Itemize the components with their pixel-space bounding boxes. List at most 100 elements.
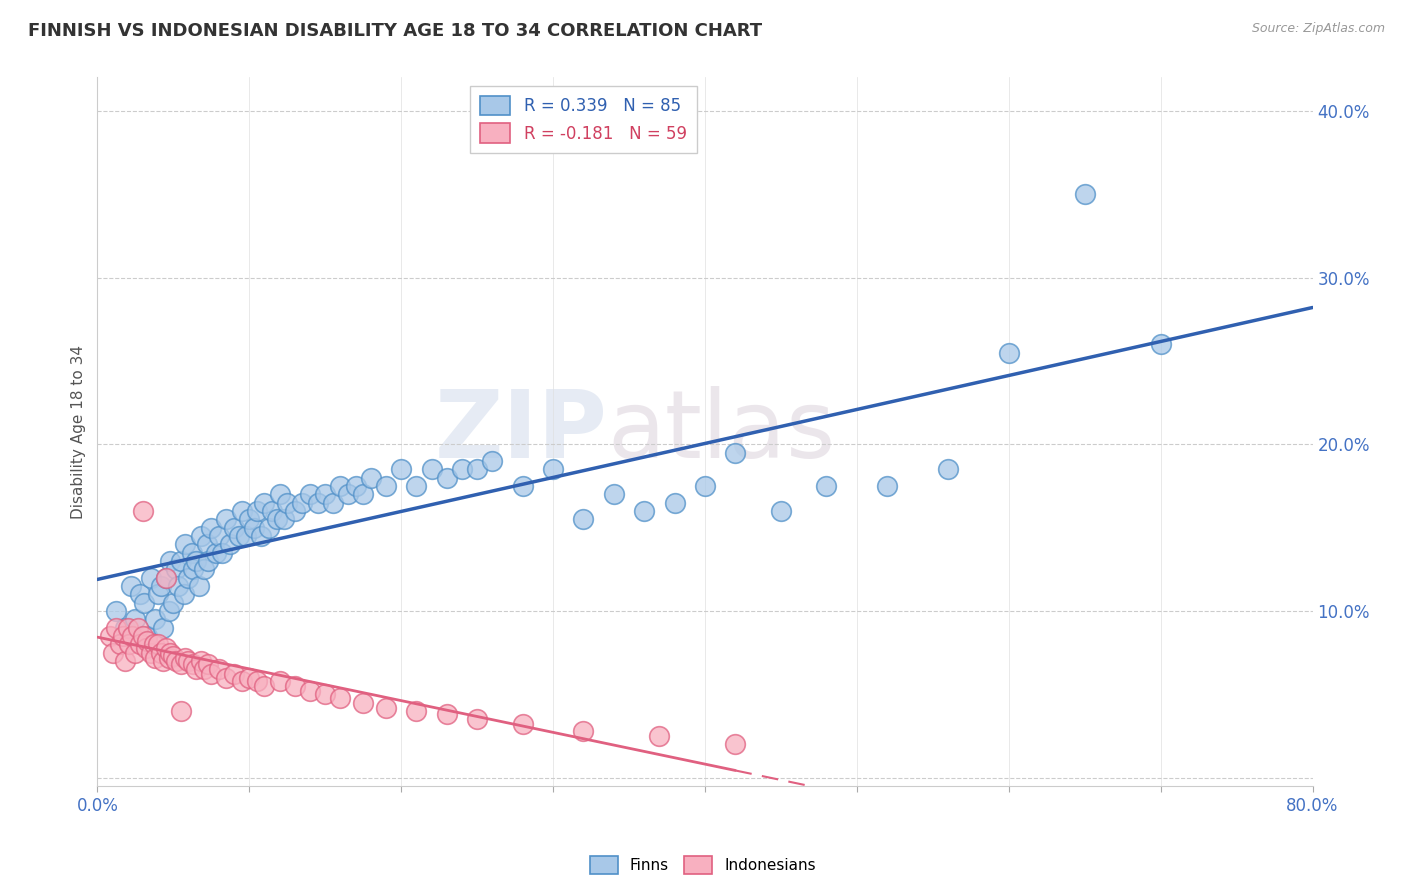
Point xyxy=(114,654,136,668)
Point xyxy=(633,504,655,518)
Point xyxy=(997,345,1019,359)
Point xyxy=(222,521,245,535)
Point xyxy=(876,479,898,493)
Point xyxy=(181,562,204,576)
Point xyxy=(136,634,159,648)
Point xyxy=(269,674,291,689)
Point xyxy=(291,496,314,510)
Point xyxy=(405,479,427,493)
Text: atlas: atlas xyxy=(607,386,837,478)
Point xyxy=(165,562,187,576)
Legend: Finns, Indonesians: Finns, Indonesians xyxy=(583,850,823,880)
Point xyxy=(152,621,174,635)
Point xyxy=(465,713,488,727)
Point xyxy=(155,640,177,655)
Point xyxy=(322,496,344,510)
Point xyxy=(352,696,374,710)
Point xyxy=(177,654,200,668)
Point xyxy=(180,546,202,560)
Point xyxy=(269,487,291,501)
Point xyxy=(177,571,200,585)
Point xyxy=(118,637,141,651)
Point xyxy=(135,640,157,655)
Point xyxy=(231,674,253,689)
Point xyxy=(215,671,238,685)
Point xyxy=(197,657,219,672)
Point xyxy=(284,504,307,518)
Point xyxy=(152,654,174,668)
Point xyxy=(375,479,398,493)
Point xyxy=(101,646,124,660)
Point xyxy=(572,512,595,526)
Point xyxy=(936,462,959,476)
Point xyxy=(197,554,219,568)
Point xyxy=(98,629,121,643)
Point xyxy=(541,462,564,476)
Point xyxy=(159,554,181,568)
Point xyxy=(284,679,307,693)
Point xyxy=(134,596,156,610)
Point xyxy=(360,470,382,484)
Point xyxy=(246,674,269,689)
Point xyxy=(266,512,288,526)
Point xyxy=(228,529,250,543)
Point xyxy=(1149,337,1171,351)
Point xyxy=(238,512,260,526)
Point xyxy=(512,479,534,493)
Point xyxy=(114,621,136,635)
Point xyxy=(222,667,245,681)
Point xyxy=(150,579,173,593)
Point xyxy=(693,479,716,493)
Point xyxy=(298,684,321,698)
Point xyxy=(211,546,233,560)
Point xyxy=(143,650,166,665)
Point xyxy=(273,512,295,526)
Point xyxy=(112,629,135,643)
Point xyxy=(246,504,269,518)
Point xyxy=(451,462,474,476)
Point xyxy=(512,717,534,731)
Text: ZIP: ZIP xyxy=(434,386,607,478)
Point xyxy=(155,571,177,585)
Point xyxy=(260,504,283,518)
Point xyxy=(253,679,276,693)
Point xyxy=(389,462,412,476)
Point xyxy=(205,546,228,560)
Point xyxy=(815,479,838,493)
Point xyxy=(127,621,149,635)
Point xyxy=(170,554,193,568)
Point xyxy=(215,512,238,526)
Point xyxy=(405,704,427,718)
Point xyxy=(481,454,503,468)
Point xyxy=(128,587,150,601)
Point xyxy=(314,487,336,501)
Point xyxy=(250,529,273,543)
Point xyxy=(314,688,336,702)
Point xyxy=(136,629,159,643)
Point xyxy=(165,654,187,668)
Point xyxy=(298,487,321,501)
Point xyxy=(307,496,329,510)
Point xyxy=(157,604,180,618)
Point xyxy=(139,646,162,660)
Point xyxy=(162,649,184,664)
Point xyxy=(193,562,215,576)
Point xyxy=(139,571,162,585)
Point xyxy=(193,662,215,676)
Point xyxy=(375,700,398,714)
Point xyxy=(174,650,197,665)
Point xyxy=(231,504,253,518)
Point xyxy=(276,496,298,510)
Point xyxy=(142,637,165,651)
Point xyxy=(166,579,188,593)
Point xyxy=(253,496,276,510)
Point xyxy=(200,521,222,535)
Point xyxy=(195,537,218,551)
Point xyxy=(235,529,257,543)
Point xyxy=(208,662,231,676)
Point xyxy=(155,571,177,585)
Point xyxy=(108,637,131,651)
Point xyxy=(159,646,181,660)
Point xyxy=(190,529,212,543)
Y-axis label: Disability Age 18 to 34: Disability Age 18 to 34 xyxy=(72,345,86,519)
